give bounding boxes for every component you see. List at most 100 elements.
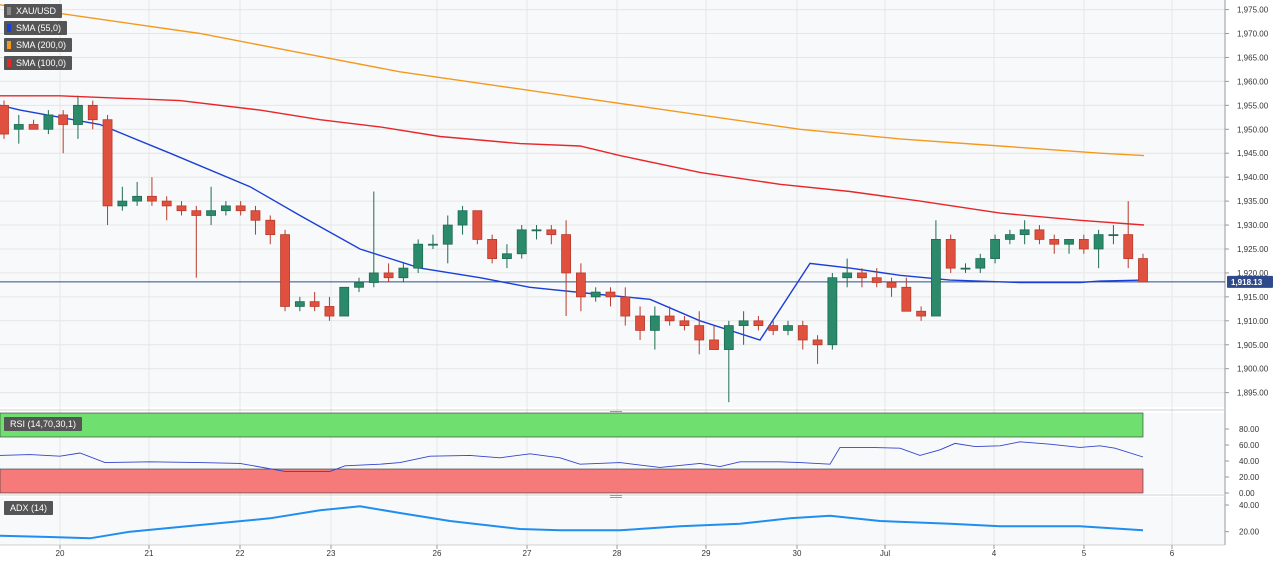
candle-down [235,205,246,212]
candle-down [191,210,202,216]
rsi-oversold-zone [0,468,1144,494]
current-price-badge [1227,275,1273,288]
candle-down [28,124,39,130]
rsi-line [0,441,1144,472]
x-tick-label: Jul [880,549,890,558]
x-tick-label: 22 [236,549,245,558]
candle-up [368,272,379,283]
rsi-tick-label: 60.00 [1239,441,1260,450]
legend-sma-100-label: SMA (100,0) [16,58,67,68]
candle-up [13,124,24,130]
price-tick-label: 1,970.00 [1237,30,1269,39]
rsi-label-text: RSI (14,70,30,1) [10,419,77,429]
x-tick-label: 5 [1082,549,1087,558]
candle-down [901,286,912,312]
candle-up [428,243,438,246]
candle-down [58,114,69,125]
x-tick-label: 21 [145,549,154,558]
candle-up [1108,234,1119,237]
candle-down [857,272,867,279]
candle-down [797,325,808,341]
candle-up [1064,239,1074,245]
sma-line-2 [0,95,1145,226]
legend-swatch [7,41,11,49]
candle-down [324,306,335,317]
price-tick-label: 1,960.00 [1237,77,1269,86]
x-tick-label: 27 [523,549,532,558]
candle-down [176,205,187,212]
candle-up [960,267,971,270]
candle-down [753,320,764,327]
x-tick-label: 26 [433,549,442,558]
price-tick-label: 1,925.00 [1237,245,1269,254]
legend-symbol[interactable]: XAU/USD [4,4,63,18]
candle-up [516,229,527,255]
candle-down [1123,234,1134,259]
x-tick-label: 4 [992,549,997,558]
candle-up [339,286,350,317]
current-price-label: 1,918.13 [1231,278,1263,287]
rsi-tick-label: 40.00 [1239,457,1260,466]
candle-up [649,315,660,331]
adx-tick-label: 20.00 [1239,528,1260,537]
candle-up [457,210,468,226]
pane-resize-handle [610,497,622,498]
candle-down [250,210,261,221]
candle-down [605,291,616,298]
main-pane-bg [0,0,1225,407]
candle-up [354,282,364,288]
legend-swatch [7,24,11,32]
candle-up [827,277,838,346]
candle-down [265,219,276,236]
candle-up [783,325,793,331]
candle-up [1019,229,1030,236]
rsi-label[interactable]: RSI (14,70,30,1) [4,417,83,431]
candle-down [487,239,498,259]
candle-down [87,104,98,121]
x-tick-label: 29 [702,549,711,558]
candle-up [398,267,409,279]
candle-up [723,325,734,350]
rsi-tick-label: 20.00 [1239,473,1260,482]
candle-up [73,104,83,125]
candle-down [812,339,823,346]
price-tick-label: 1,940.00 [1237,173,1269,182]
candle-down [945,239,956,269]
pane-resize-handle [610,411,622,412]
candle-down [1138,258,1148,283]
candle-down [1078,239,1089,250]
sma-line-1 [0,4,1145,157]
price-tick-label: 1,955.00 [1237,101,1269,110]
candle-up [502,253,512,259]
legend-sma-200-label: SMA (200,0) [16,40,67,50]
adx-pane-bg [0,497,1225,545]
candle-up [206,210,216,216]
candle-down [635,315,645,331]
legend-sma-55[interactable]: SMA (55,0) [4,21,68,35]
price-tick-label: 1,910.00 [1237,317,1269,326]
legend-sma-200[interactable]: SMA (200,0) [4,38,73,52]
price-tick-label: 1,950.00 [1237,125,1269,134]
legend-symbol-label: XAU/USD [16,6,57,16]
rsi-overbought-zone [0,412,1144,438]
adx-label[interactable]: ADX (14) [4,501,54,515]
candle-up [442,224,453,245]
candle-up [132,195,143,202]
candle-down [561,234,572,274]
candle-down [1049,239,1060,245]
candle-down [886,282,897,288]
x-tick-label: 28 [613,549,622,558]
adx-tick-label: 40.00 [1239,501,1260,510]
candle-down [161,200,172,207]
candle-down [575,272,586,298]
legend-sma-100[interactable]: SMA (100,0) [4,56,73,70]
price-tick-label: 1,905.00 [1237,341,1269,350]
candle-down [620,296,631,317]
candle-down [709,339,719,350]
candle-down [694,325,705,341]
candle-up [220,205,231,212]
pane-resize-handle [610,495,622,496]
price-tick-label: 1,895.00 [1237,389,1269,398]
candle-up [117,200,128,207]
